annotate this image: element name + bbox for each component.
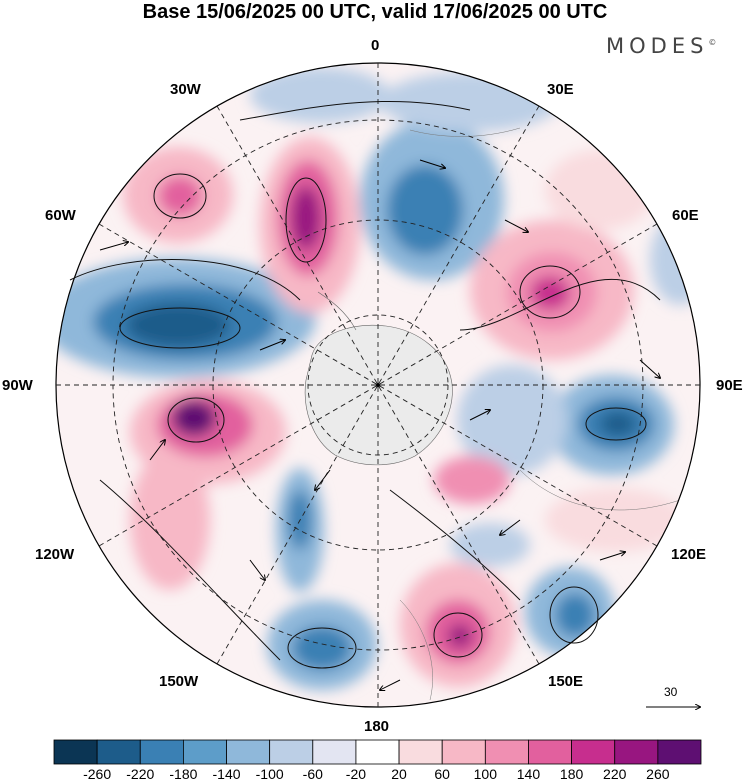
colorbar-tick-label: 220	[603, 766, 627, 782]
lon-label-30w: 30W	[170, 81, 201, 98]
graticule	[56, 63, 700, 707]
lon-label-150e: 150E	[548, 673, 584, 690]
colorbar-swatch	[441, 739, 486, 765]
wind-streamlines	[69, 100, 661, 669]
colorbar-tick-label: -100	[255, 766, 284, 782]
colorbar-swatch	[139, 739, 184, 765]
colorbar-swatch	[571, 739, 616, 765]
colorbar-swatch	[355, 739, 400, 765]
lon-label-180: 180	[364, 718, 390, 735]
brand-text: MODES	[606, 34, 709, 58]
colorbar-tick-label: -20	[345, 766, 367, 782]
lon-label-120w: 120W	[35, 546, 75, 563]
colorbar-tick-label: 260	[646, 766, 670, 782]
colorbar-tick-label: 100	[473, 766, 498, 782]
colorbar-swatch	[398, 739, 443, 765]
anomaly-field	[56, 63, 700, 707]
lon-label-60e: 60E	[672, 207, 699, 224]
colorbar-swatch	[528, 739, 573, 765]
colorbar-swatch	[614, 739, 659, 765]
lon-label-30e: 30E	[547, 81, 574, 98]
map-title: Base 15/06/2025 00 UTC, valid 17/06/2025…	[142, 1, 608, 23]
brand-mark: ©	[708, 38, 717, 47]
colorbar-swatch	[226, 739, 271, 765]
colorbar-tick-label: 140	[516, 766, 541, 782]
colorbar-swatch	[312, 739, 357, 765]
colorbar-tick-label: -220	[126, 766, 155, 782]
colorbar-tick-label: 60	[434, 766, 450, 782]
colorbar-swatch	[484, 739, 529, 765]
lon-label-90e: 90E	[716, 377, 743, 394]
reference-vector-label: 30	[664, 685, 678, 699]
lon-label-90w: 90W	[2, 377, 33, 394]
colorbar-swatch	[657, 739, 702, 765]
colorbar-tick-label: -60	[302, 766, 323, 782]
brand-logo: MODES©	[606, 34, 716, 58]
colorbar-tick-label: 20	[391, 766, 407, 782]
colorbar-tick-label: -140	[212, 766, 241, 782]
lon-label-150w: 150W	[159, 673, 199, 690]
lon-label-0: 0	[371, 37, 380, 54]
lon-label-60w: 60W	[45, 207, 76, 224]
colorbar-tick-label: -180	[169, 766, 198, 782]
colorbar-ticks: -260 -220 -180 -140 -100 -60 -20 20 60 100 140 180 2…	[0, 766, 750, 784]
lon-label-120e: 120E	[671, 546, 707, 563]
colorbar-swatch	[269, 739, 314, 765]
colorbar-tick-label: 180	[559, 766, 584, 782]
colorbar-swatch	[96, 739, 141, 765]
colorbar-swatch	[182, 739, 227, 765]
colorbar-swatch	[53, 739, 98, 765]
colorbar-tick-label: -260	[83, 766, 112, 782]
wind-vectors	[99, 159, 660, 690]
colorbar	[53, 739, 702, 765]
